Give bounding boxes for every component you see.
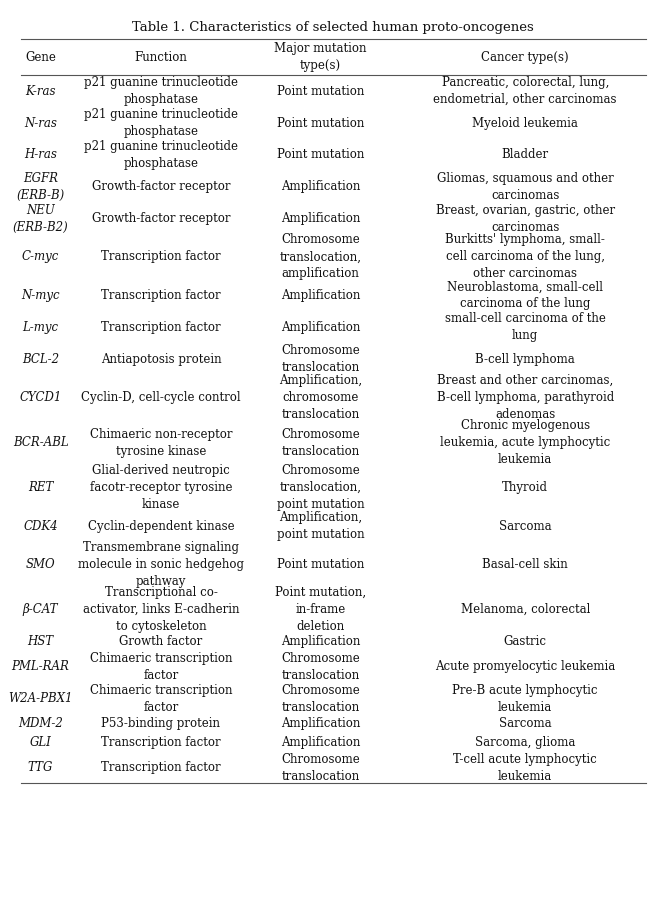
- Text: Amplification: Amplification: [280, 635, 360, 648]
- Text: Sarcoma: Sarcoma: [499, 718, 552, 730]
- Text: Chronic myelogenous
leukemia, acute lymphocytic
leukemia: Chronic myelogenous leukemia, acute lymp…: [440, 419, 610, 466]
- Text: Table 1. Characteristics of selected human proto-oncogenes: Table 1. Characteristics of selected hum…: [133, 21, 534, 34]
- Text: Growth factor: Growth factor: [119, 635, 203, 648]
- Text: Transcriptional co-
activator, links E-cadherin
to cytoskeleton: Transcriptional co- activator, links E-c…: [82, 586, 239, 633]
- Text: Breast, ovarian, gastric, other
carcinomas: Breast, ovarian, gastric, other carcinom…: [436, 204, 615, 233]
- Text: Transcription factor: Transcription factor: [101, 761, 220, 774]
- Text: EGFR
(ERB-B): EGFR (ERB-B): [16, 171, 65, 202]
- Text: Gene: Gene: [25, 50, 56, 64]
- Text: Burkitts' lymphoma, small-
cell carcinoma of the lung,
other carcinomas: Burkitts' lymphoma, small- cell carcinom…: [446, 233, 605, 281]
- Text: Amplification: Amplification: [280, 321, 360, 334]
- Text: RET: RET: [28, 481, 53, 494]
- Text: MDM-2: MDM-2: [18, 718, 63, 730]
- Text: Gastric: Gastric: [504, 635, 546, 648]
- Text: Amplification: Amplification: [280, 718, 360, 730]
- Text: Amplification: Amplification: [280, 180, 360, 193]
- Text: Chimaeric transcription
factor: Chimaeric transcription factor: [90, 652, 232, 682]
- Text: B-cell lymphoma: B-cell lymphoma: [475, 353, 575, 366]
- Text: Point mutation,
in-frame
deletion: Point mutation, in-frame deletion: [275, 586, 366, 633]
- Text: CDK4: CDK4: [23, 519, 58, 533]
- Text: Chimaeric non-receptor
tyrosine kinase: Chimaeric non-receptor tyrosine kinase: [90, 428, 232, 457]
- Text: Pre-B acute lymphocytic
leukemia: Pre-B acute lymphocytic leukemia: [453, 684, 598, 713]
- Text: Myeloid leukemia: Myeloid leukemia: [473, 117, 578, 129]
- Text: Thyroid: Thyroid: [502, 481, 548, 494]
- Text: Transcription factor: Transcription factor: [101, 321, 220, 334]
- Text: L-myc: L-myc: [22, 321, 59, 334]
- Text: Chromosome
translocation: Chromosome translocation: [281, 428, 360, 457]
- Text: Glial-derived neutropic
facotr-receptor tyrosine
kinase: Glial-derived neutropic facotr-receptor …: [90, 464, 232, 511]
- Text: Point mutation: Point mutation: [277, 558, 364, 571]
- Text: Gliomas, squamous and other
carcinomas: Gliomas, squamous and other carcinomas: [437, 171, 614, 202]
- Text: Major mutation
type(s): Major mutation type(s): [274, 42, 366, 72]
- Text: Transmembrane signaling
molecule in sonic hedgehog
pathway: Transmembrane signaling molecule in soni…: [78, 541, 244, 588]
- Text: W2A-PBX1: W2A-PBX1: [9, 692, 73, 705]
- Text: Cyclin-dependent kinase: Cyclin-dependent kinase: [88, 519, 234, 533]
- Text: Bladder: Bladder: [502, 148, 549, 161]
- Text: p21 guanine trinucleotide
phosphatase: p21 guanine trinucleotide phosphatase: [84, 108, 238, 138]
- Text: GLI: GLI: [30, 736, 51, 749]
- Text: HST: HST: [28, 635, 53, 648]
- Text: NEU
(ERB-B2): NEU (ERB-B2): [13, 204, 69, 233]
- Text: BCL-2: BCL-2: [22, 353, 59, 366]
- Text: Amplification: Amplification: [280, 212, 360, 225]
- Text: Cancer type(s): Cancer type(s): [481, 50, 569, 64]
- Text: Breast and other carcinomas,
B-cell lymphoma, parathyroid
adenomas: Breast and other carcinomas, B-cell lymp…: [437, 374, 614, 421]
- Text: p21 guanine trinucleotide
phosphatase: p21 guanine trinucleotide phosphatase: [84, 140, 238, 170]
- Text: Growth-factor receptor: Growth-factor receptor: [92, 180, 230, 193]
- Text: H-ras: H-ras: [24, 148, 57, 161]
- Text: Chimaeric transcription
factor: Chimaeric transcription factor: [90, 684, 232, 713]
- Text: SMO: SMO: [26, 558, 55, 571]
- Text: Chromosome
translocation: Chromosome translocation: [281, 684, 360, 713]
- Text: Chromosome
translocation,
amplification: Chromosome translocation, amplification: [279, 233, 361, 281]
- Text: Amplification: Amplification: [280, 736, 360, 749]
- Text: β-CAT: β-CAT: [23, 603, 58, 616]
- Text: small-cell carcinoma of the
lung: small-cell carcinoma of the lung: [445, 312, 606, 343]
- Text: PML-RAR: PML-RAR: [12, 660, 69, 673]
- Text: Sarcoma, glioma: Sarcoma, glioma: [475, 736, 576, 749]
- Text: Function: Function: [135, 50, 187, 64]
- Text: C-myc: C-myc: [22, 250, 59, 264]
- Text: Chromosome
translocation: Chromosome translocation: [281, 344, 360, 374]
- Text: CYCD1: CYCD1: [19, 391, 62, 404]
- Text: Transcription factor: Transcription factor: [101, 289, 220, 302]
- Text: Chromosome
translocation: Chromosome translocation: [281, 652, 360, 682]
- Text: K-ras: K-ras: [25, 84, 56, 98]
- Text: Point mutation: Point mutation: [277, 148, 364, 161]
- Text: Neuroblastoma, small-cell
carcinoma of the lung: Neuroblastoma, small-cell carcinoma of t…: [447, 281, 603, 310]
- Text: Cyclin-D, cell-cycle control: Cyclin-D, cell-cycle control: [81, 391, 241, 404]
- Text: Pancreatic, colorectal, lung,
endometrial, other carcinomas: Pancreatic, colorectal, lung, endometria…: [434, 76, 617, 106]
- Text: p21 guanine trinucleotide
phosphatase: p21 guanine trinucleotide phosphatase: [84, 76, 238, 106]
- Text: Sarcoma: Sarcoma: [499, 519, 552, 533]
- Text: Point mutation: Point mutation: [277, 84, 364, 98]
- Text: N-ras: N-ras: [24, 117, 57, 129]
- Text: Basal-cell skin: Basal-cell skin: [482, 558, 568, 571]
- Text: Antiapotosis protein: Antiapotosis protein: [100, 353, 221, 366]
- Text: TTG: TTG: [28, 761, 53, 774]
- Text: BCR-ABL: BCR-ABL: [13, 436, 69, 449]
- Text: Transcription factor: Transcription factor: [101, 250, 220, 264]
- Text: T-cell acute lymphocytic
leukemia: T-cell acute lymphocytic leukemia: [453, 753, 597, 782]
- Text: Amplification,
chromosome
translocation: Amplification, chromosome translocation: [279, 374, 362, 421]
- Text: Amplification: Amplification: [280, 289, 360, 302]
- Text: Melanoma, colorectal: Melanoma, colorectal: [461, 603, 590, 616]
- Text: Acute promyelocytic leukemia: Acute promyelocytic leukemia: [435, 660, 615, 673]
- Text: Growth-factor receptor: Growth-factor receptor: [92, 212, 230, 225]
- Text: Point mutation: Point mutation: [277, 117, 364, 129]
- Text: Chromosome
translocation: Chromosome translocation: [281, 753, 360, 782]
- Text: P53-binding protein: P53-binding protein: [102, 718, 220, 730]
- Text: N-myc: N-myc: [21, 289, 60, 302]
- Text: Chromosome
translocation,
point mutation: Chromosome translocation, point mutation: [277, 464, 364, 511]
- Text: Transcription factor: Transcription factor: [101, 736, 220, 749]
- Text: Amplification,
point mutation: Amplification, point mutation: [277, 511, 364, 541]
